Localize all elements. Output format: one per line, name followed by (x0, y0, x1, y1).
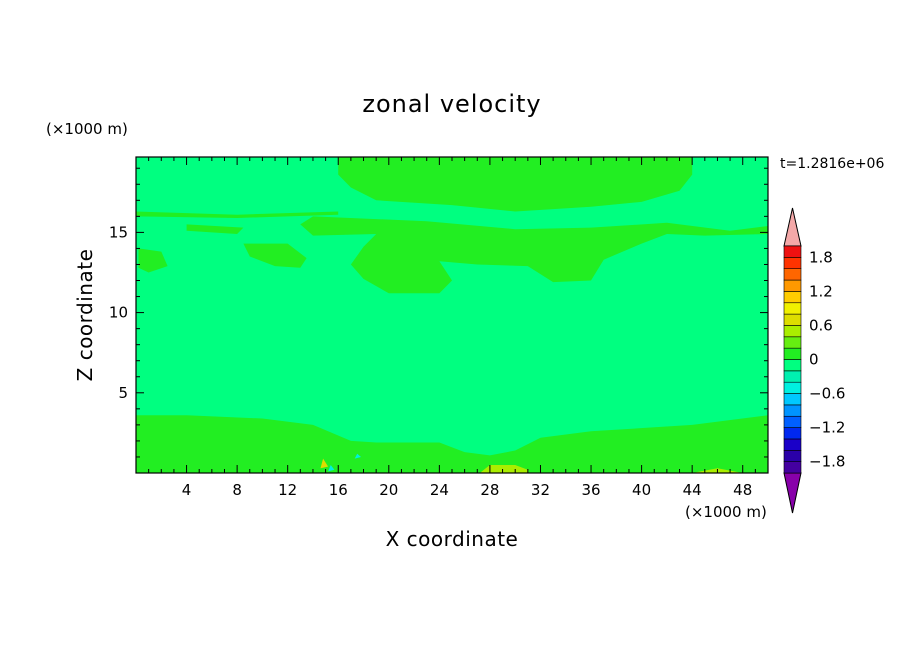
colorbar-label: −0.6 (809, 385, 845, 403)
colorbar-segment (783, 449, 802, 462)
colorbar-label: 1.2 (809, 282, 833, 300)
x-tick-label: 20 (379, 481, 398, 499)
colorbar-segment (783, 245, 802, 258)
y-axis-ticks: 5 10 15 (109, 167, 768, 458)
x-tick-label: 8 (232, 481, 242, 499)
time-label: t=1.2816e+06 (780, 156, 884, 172)
colorbar-segment (783, 461, 802, 474)
contour-region (479, 465, 528, 473)
contour-region (338, 157, 693, 212)
colorbar-under-triangle (783, 472, 802, 514)
contour-region (320, 458, 329, 469)
colorbar-label: 0.6 (809, 316, 833, 334)
colorbar-segment (783, 359, 802, 372)
colorbar-over-triangle (783, 207, 802, 247)
contour-region (354, 453, 361, 459)
x-tick-label: 4 (182, 481, 192, 499)
y-axis-unit: (×1000 m) (46, 120, 128, 138)
x-tick-label: 24 (430, 481, 449, 499)
colorbar-label: 1.8 (809, 248, 833, 266)
colorbar-label: −1.8 (809, 453, 845, 471)
x-tick-label: 12 (278, 481, 297, 499)
x-tick-label: 16 (329, 481, 348, 499)
x-tick-label: 28 (480, 481, 499, 499)
colorbar-segment (783, 268, 802, 281)
colorbar-segment (783, 370, 802, 383)
contour-region (464, 445, 490, 453)
colorbar-segment (783, 325, 802, 338)
colorbar-label: −1.2 (809, 419, 845, 437)
colorbar-segment (783, 393, 802, 406)
contour-regions (136, 157, 768, 473)
colorbar-segment (783, 381, 802, 394)
contour-region (328, 465, 335, 472)
x-tick-label: 40 (632, 481, 651, 499)
colorbar-label: 0 (809, 351, 819, 369)
colorbar-segment (783, 404, 802, 417)
x-tick-label: 48 (733, 481, 752, 499)
colorbar-segment (783, 257, 802, 270)
contour-region (136, 211, 339, 218)
colorbar-segment (783, 415, 802, 428)
colorbar-segment (783, 438, 802, 451)
colorbar-segment (783, 279, 802, 292)
contour-region (243, 243, 307, 268)
x-tick-label: 36 (581, 481, 600, 499)
contour-region (138, 248, 168, 273)
x-axis-label: X coordinate (386, 527, 519, 551)
y-tick-label: 15 (109, 223, 128, 241)
chart-title: zonal velocity (362, 90, 541, 118)
contour-region (136, 415, 768, 473)
colorbar-segment (783, 427, 802, 440)
contour-region (186, 224, 244, 234)
colorbar-segment (783, 313, 802, 326)
y-tick-label: 5 (118, 384, 128, 402)
colorbar: 1.8 1.2 0.6 0 −0.6 −1.2 −1.8 (783, 207, 845, 514)
x-tick-label: 44 (683, 481, 702, 499)
y-tick-label: 10 (109, 304, 128, 322)
x-axis-ticks: 4 8 12 16 20 24 28 32 36 40 44 48 (148, 157, 756, 499)
x-axis-unit: (×1000 m) (685, 503, 767, 521)
colorbar-segment (783, 291, 802, 304)
colorbar-segment (783, 336, 802, 349)
colorbar-segment (783, 347, 802, 360)
colorbar-segment (783, 302, 802, 315)
contour-region (300, 216, 768, 294)
y-axis-label: Z coordinate (73, 249, 97, 382)
x-tick-label: 32 (531, 481, 550, 499)
